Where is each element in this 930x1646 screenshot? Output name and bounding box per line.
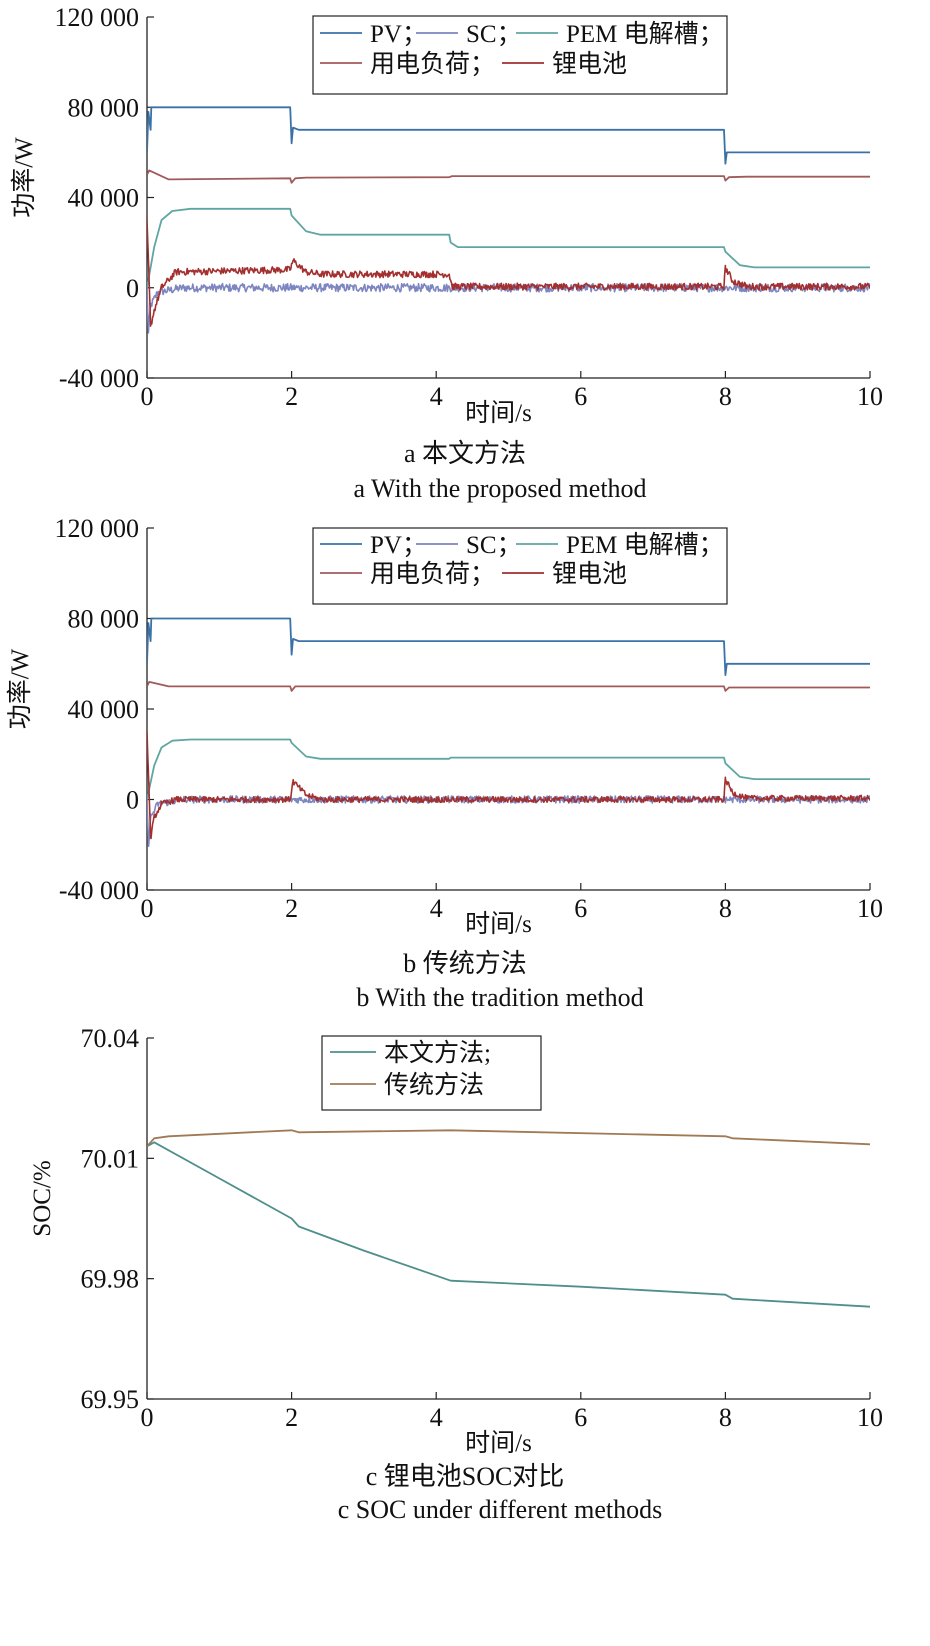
x-tick-label: 8 [719,1403,732,1432]
caption-cn: a 本文方法 [404,439,526,468]
legend-label: 锂电池 [552,50,627,78]
series-line-1 [147,106,870,165]
y-tick-label: 40 000 [68,695,140,724]
y-tick-label: 120 000 [55,3,140,32]
caption-cn: b 传统方法 [403,949,527,978]
legend-box [312,15,728,95]
series-line-3 [147,738,870,800]
y-tick-label: 120 000 [55,514,140,543]
series-line-4 [147,282,870,334]
y-tick-label: 69.95 [81,1385,140,1414]
x-tick-label: 0 [141,382,154,411]
x-tick-label: 2 [285,894,298,923]
x-tick-label: 10 [857,1403,883,1432]
x-tick-label: 8 [719,382,732,411]
y-tick-label: 0 [126,274,139,303]
legend-label: PEM 电解槽； [566,20,724,48]
x-tick-label: 6 [574,1403,587,1432]
x-tick-label: 10 [857,894,883,923]
legend-label: 传统方法 [384,1071,484,1099]
x-tick-label: 2 [285,382,298,411]
legend: 本文方法; 传统方法 [321,1035,542,1111]
series-line-5 [147,217,870,327]
x-tick-label: 8 [719,894,732,923]
y-axis-title: 功率/W [10,137,38,218]
caption-en: c SOC under different methods [338,1495,662,1524]
y-axis-title: SOC/% [29,1160,56,1236]
series-group [147,106,870,334]
x-axis-title: 时间/s [465,910,532,938]
legend-label: 本文方法; [384,1039,491,1067]
legend-label: PEM 电解槽； [566,531,724,559]
chart-panel-3: 0 2 4 6 8 10 69.95 69.98 70.01 70.04 时间/s SOC/% 本文方法… [29,1024,883,1524]
x-tick-label: 4 [430,894,443,923]
x-tick-label: 4 [430,382,443,411]
x-axis-title: 时间/s [465,399,532,427]
series-line-2 [147,1129,870,1147]
y-tick-label: 40 000 [68,184,140,213]
series-line-2 [147,169,870,184]
series-line-1 [147,617,870,676]
y-axis-title: 功率/W [6,648,34,729]
legend-box [321,1035,542,1111]
x-tick-label: 0 [141,1403,154,1432]
legend-label: SC； [466,21,522,48]
y-tick-label: -40 000 [59,364,139,393]
y-tick-label: -40 000 [59,876,139,905]
legend: PV； SC； PEM 电解槽； 用电负荷； 锂电池 [312,15,728,95]
series-line-4 [147,795,870,847]
y-tick-label: 70.04 [81,1024,140,1053]
caption-en: b With the tradition method [356,983,643,1012]
x-tick-label: 4 [430,1403,443,1432]
caption-cn: c 锂电池SOC对比 [366,1462,565,1491]
legend-label: 锂电池 [552,560,627,588]
series-group [147,617,870,847]
legend-label: PV； [370,532,427,559]
legend-label: 用电负荷； [370,50,495,78]
series-line-3 [147,207,870,288]
legend-label: PV； [370,21,427,48]
series-line-5 [147,730,870,840]
legend: PV； SC； PEM 电解槽； 用电负荷； 锂电池 [312,527,728,605]
x-tick-label: 2 [285,1403,298,1432]
y-tick-label: 70.01 [81,1144,140,1173]
x-axis-title: 时间/s [465,1429,532,1457]
legend-label: SC； [466,532,522,559]
y-tick-label: 0 [126,786,139,815]
series-line-1 [147,1141,870,1308]
y-tick-label: 80 000 [68,605,140,634]
y-tick-label: 80 000 [68,93,140,122]
series-line-2 [147,681,870,692]
caption-en: a With the proposed method [353,474,646,503]
x-tick-label: 6 [574,382,587,411]
x-tick-label: 6 [574,894,587,923]
legend-box [312,527,728,605]
series-group [147,1129,870,1308]
y-tick-label: 69.98 [81,1265,140,1294]
x-tick-label: 0 [141,894,154,923]
legend-label: 用电负荷； [370,560,495,588]
x-tick-label: 10 [857,382,883,411]
